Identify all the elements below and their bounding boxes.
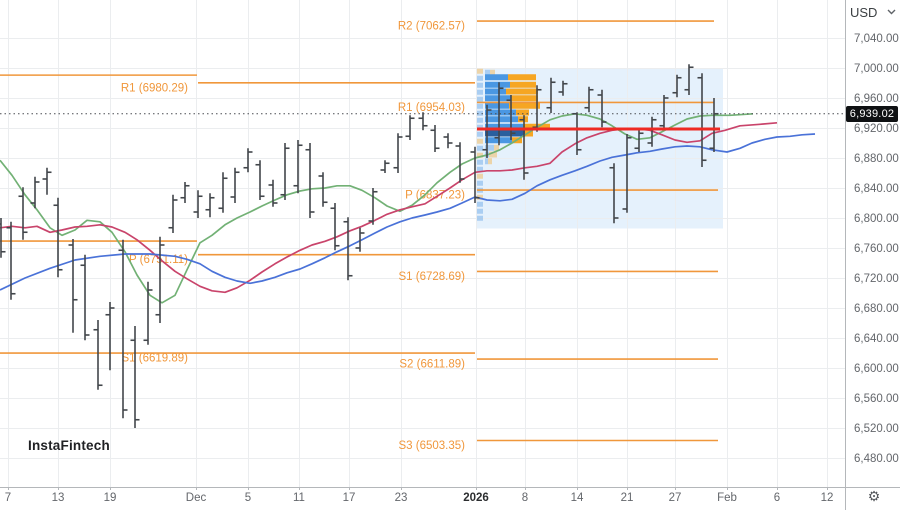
volume-profile-sell-bar <box>525 130 533 137</box>
current-price-badge: 6,939.02 <box>846 106 898 122</box>
volume-profile-delta-cell <box>477 208 483 214</box>
volume-profile-delta-cell <box>477 96 483 102</box>
volume-profile-sell-bar <box>489 151 497 158</box>
price-axis-label: 6,880.00 <box>854 153 899 165</box>
price-axis-label: 7,040.00 <box>854 33 899 45</box>
volume-profile-buy-bar <box>485 144 494 151</box>
time-axis-label: 19 <box>104 492 117 504</box>
volume-profile-buy-bar <box>485 69 490 76</box>
volume-profile-delta-cell <box>477 82 483 88</box>
volume-profile-delta-cell <box>477 201 483 207</box>
currency-selector[interactable]: USD <box>850 2 896 22</box>
price-axis-label: 6,840.00 <box>854 183 899 195</box>
volume-profile-delta-cell <box>477 145 483 151</box>
volume-profile-delta-cell <box>477 75 483 81</box>
time-axis-label: 23 <box>395 492 408 504</box>
pivot-label: P (6837.23) <box>405 190 465 202</box>
price-axis-label: 6,480.00 <box>854 453 899 465</box>
time-axis-label: Dec <box>186 492 207 504</box>
volume-profile-buy-bar <box>485 123 523 130</box>
time-axis-label: 7 <box>5 492 11 504</box>
time-axis-label: 14 <box>571 492 584 504</box>
price-axis-label: 6,960.00 <box>854 93 899 105</box>
time-axis-label: 17 <box>343 492 356 504</box>
volume-profile-sell-bar <box>510 81 536 88</box>
price-axis-label: 6,720.00 <box>854 273 899 285</box>
pivot-label: P (6751.11) <box>129 254 188 266</box>
volume-profile-delta-cell <box>477 131 483 137</box>
price-axis-label: 6,760.00 <box>854 243 899 255</box>
time-axis-label: 8 <box>522 492 528 504</box>
volume-profile-sell-bar <box>506 88 538 95</box>
volume-profile-sell-bar <box>488 158 492 165</box>
volume-profile-delta-cell <box>477 89 483 95</box>
time-axis-label: Feb <box>717 492 737 504</box>
price-axis-label: 6,520.00 <box>854 423 899 435</box>
volume-profile-sell-bar <box>490 69 495 76</box>
settings-gear-icon[interactable]: ⚙ <box>867 488 881 504</box>
volume-profile-delta-cell <box>477 166 483 172</box>
volume-profile-sell-bar <box>516 109 529 116</box>
time-axis-label: 6 <box>774 492 780 504</box>
time-axis-label: 27 <box>669 492 682 504</box>
currency-label: USD <box>850 4 878 20</box>
ma-slow-blue <box>0 133 816 291</box>
pivot-label: R1 (6980.29) <box>121 82 188 94</box>
volume-profile-buy-bar <box>485 109 516 116</box>
time-axis-label: 21 <box>621 492 634 504</box>
volume-profile-delta-cell <box>477 159 483 165</box>
price-axis-label: 6,640.00 <box>854 333 899 345</box>
volume-profile-delta-cell <box>477 173 483 179</box>
time-axis-label: 13 <box>52 492 65 504</box>
volume-profile-delta-cell <box>477 194 483 200</box>
brand-watermark: InstaFintech <box>28 438 110 453</box>
chevron-down-icon <box>887 9 896 15</box>
volume-profile-delta-cell <box>477 103 483 109</box>
price-axis-label: 7,000.00 <box>854 63 899 75</box>
volume-profile-buy-bar <box>485 74 508 81</box>
pivot-label: S1 (6619.89) <box>122 353 189 365</box>
volume-profile-buy-bar <box>485 130 525 137</box>
volume-profile-buy-bar <box>485 88 506 95</box>
volume-profile-delta-cell <box>477 152 483 158</box>
volume-profile-delta-cell <box>477 68 483 74</box>
volume-profile-delta-cell <box>477 180 483 186</box>
volume-profile-buy-bar <box>485 158 488 165</box>
time-axis-label: 5 <box>245 492 251 504</box>
pivot-label: R2 (7062.57) <box>398 21 465 33</box>
price-axis-label: 6,920.00 <box>854 123 899 135</box>
pivot-label: S3 (6503.35) <box>399 440 466 452</box>
price-axis-label: 6,680.00 <box>854 303 899 315</box>
volume-profile-sell-bar <box>494 144 499 151</box>
volume-profile-delta-cell <box>477 117 483 123</box>
volume-profile-delta-cell <box>477 215 483 221</box>
volume-profile-sell-bar <box>508 74 536 81</box>
price-axis-label: 6,560.00 <box>854 393 899 405</box>
volume-profile-sell-bar <box>509 102 540 109</box>
volume-profile-delta-cell <box>477 124 483 130</box>
pivot-label: S2 (6611.89) <box>399 359 465 371</box>
volume-profile-buy-bar <box>485 102 509 109</box>
time-axis-label: 11 <box>293 492 305 504</box>
volume-profile-buy-bar <box>485 116 518 123</box>
volume-profile-delta-cell <box>477 110 483 116</box>
volume-profile-buy-bar <box>485 95 511 102</box>
volume-profile-sell-bar <box>511 95 538 102</box>
pivot-label: S1 (6728.69) <box>399 271 466 283</box>
volume-profile-delta-cell <box>477 138 483 144</box>
price-axis-label: 6,600.00 <box>854 363 899 375</box>
volume-profile-buy-bar <box>485 81 510 88</box>
pivot-label: R1 (6954.03) <box>398 102 465 114</box>
price-axis-label: 6,800.00 <box>854 213 899 225</box>
time-axis-label: 2026 <box>463 492 489 504</box>
time-axis-label: 12 <box>821 492 834 504</box>
